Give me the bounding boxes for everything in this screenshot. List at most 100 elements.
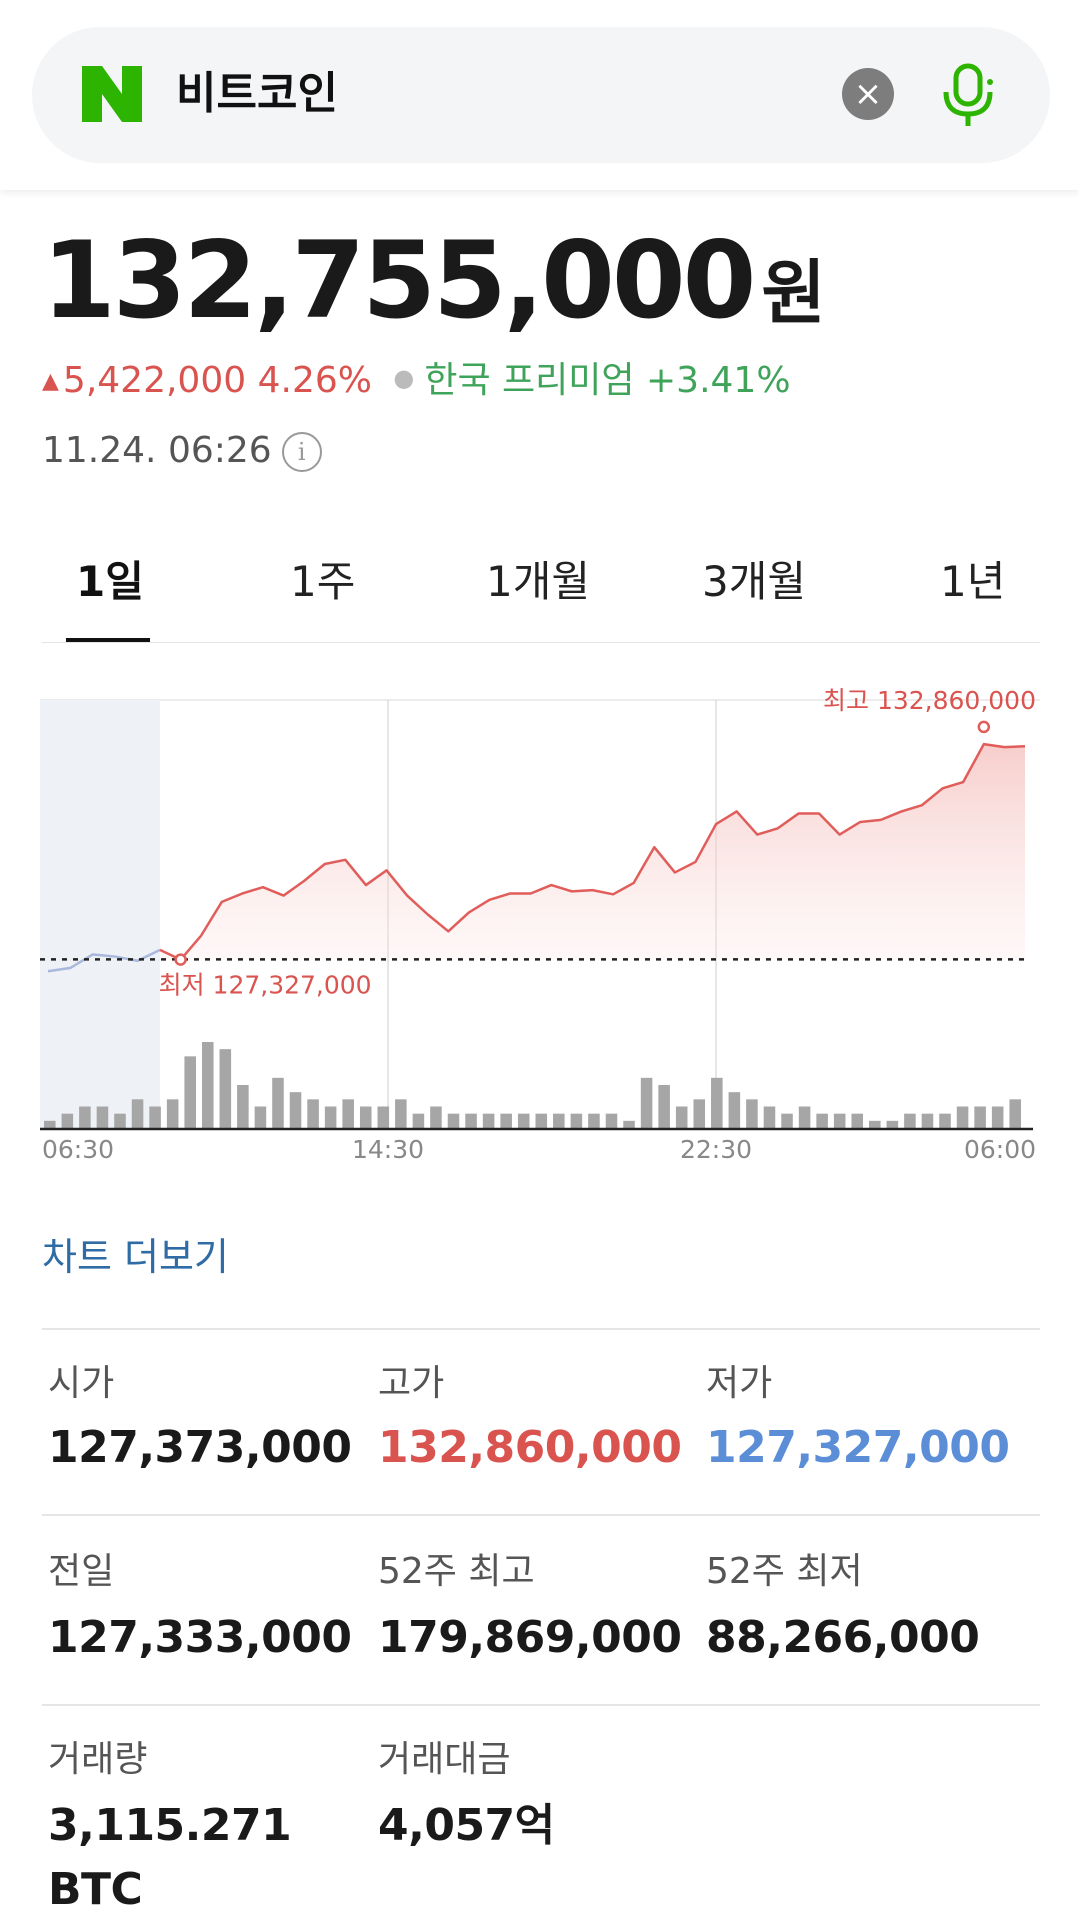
volume-bar — [430, 1106, 442, 1128]
period-tabs: 1일 1주 1개월 3개월 1년 — [42, 548, 1040, 643]
separator-dot: ● — [393, 364, 415, 392]
stat-label-prev-close: 전일 — [48, 1551, 115, 1592]
price-change-row: ▲ 5,422,000 4.26% ● 한국 프리미엄 +3.41% — [42, 356, 791, 404]
volume-bar — [237, 1085, 249, 1128]
volume-bar — [886, 1120, 899, 1128]
stat-label-52w-high: 52주 최고 — [378, 1551, 535, 1592]
tab-1year[interactable]: 1년 — [940, 557, 1006, 606]
volume-bar — [324, 1106, 337, 1128]
volume-bar — [447, 1113, 460, 1128]
volume-bar — [201, 1042, 214, 1128]
volume-bar — [570, 1113, 583, 1128]
active-tab-indicator — [66, 638, 150, 642]
divider — [42, 1328, 1040, 1330]
price-area — [160, 744, 1025, 960]
volume-bar — [553, 1113, 565, 1128]
stat-value-prev-close: 127,333,000 — [48, 1612, 352, 1663]
volume-bar — [833, 1113, 846, 1128]
stat-value-52w-low: 88,266,000 — [706, 1612, 980, 1663]
volume-bar — [939, 1113, 951, 1128]
volume-bar — [307, 1099, 319, 1128]
volume-bar — [746, 1099, 758, 1128]
volume-bar — [605, 1113, 618, 1128]
x-tick-label: 14:30 — [352, 1135, 424, 1164]
change-amount: 5,422,000 — [62, 360, 247, 401]
volume-bar — [272, 1077, 284, 1128]
info-icon[interactable]: i — [281, 432, 322, 472]
volume-bar — [412, 1113, 425, 1128]
volume-bar — [254, 1106, 267, 1128]
stat-value-52w-high: 179,869,000 — [378, 1612, 682, 1663]
price-chart[interactable]: 최저 127,327,000 최고 132,860,000 06:30 14:30 22… — [40, 686, 1040, 1166]
volume-bar — [711, 1077, 723, 1128]
stat-label-trade-value: 거래대금 — [378, 1739, 511, 1780]
volume-bar — [149, 1106, 161, 1128]
price-line — [159, 742, 1026, 961]
stat-label-low: 저가 — [706, 1363, 773, 1404]
volume-bar — [395, 1099, 407, 1128]
volume-bar — [342, 1099, 354, 1128]
premium-label[interactable]: 한국 프리미엄 — [424, 360, 635, 401]
volume-bar — [79, 1106, 91, 1128]
low-marker — [174, 953, 187, 966]
current-price: 132,755,000 원 — [42, 219, 826, 342]
volume-bar — [131, 1099, 144, 1128]
microphone-icon[interactable] — [938, 62, 998, 128]
volume-bar — [869, 1120, 881, 1128]
volume-bar — [956, 1106, 969, 1128]
clear-icon[interactable]: × — [842, 68, 894, 120]
volume-bar — [219, 1049, 232, 1128]
more-chart-link[interactable]: 차트 더보기 — [42, 1235, 229, 1279]
divider — [42, 1704, 1040, 1706]
volume-bar — [500, 1113, 512, 1128]
volume-bar — [289, 1092, 302, 1128]
volume-bar — [798, 1106, 811, 1128]
volume-bar — [904, 1113, 916, 1128]
tab-3months[interactable]: 3개월 — [702, 557, 807, 606]
divider — [42, 1514, 1040, 1516]
naver-logo-icon[interactable] — [82, 66, 142, 122]
stat-value-volume-unit: BTC — [48, 1864, 143, 1915]
high-marker — [977, 720, 991, 734]
stat-label-open: 시가 — [48, 1363, 115, 1404]
volume-bar — [851, 1113, 864, 1128]
low-label: 최저 127,327,000 — [159, 971, 372, 1000]
tab-1month[interactable]: 1개월 — [486, 557, 591, 606]
volume-bar — [166, 1099, 179, 1128]
tab-1day[interactable]: 1일 — [76, 557, 144, 606]
search-input[interactable]: 비트코인 — [176, 68, 338, 119]
volume-bar — [781, 1113, 793, 1128]
stat-value-low: 127,327,000 — [706, 1422, 1010, 1473]
volume-bar — [465, 1113, 477, 1128]
premium-value[interactable]: +3.41% — [646, 360, 791, 401]
volume-bar — [921, 1113, 934, 1128]
volume-bar — [377, 1106, 390, 1128]
up-triangle-icon: ▲ — [42, 369, 59, 394]
stat-value-volume: 3,115.271 — [48, 1800, 292, 1851]
volume-bar — [482, 1113, 495, 1128]
volume-bar — [61, 1113, 74, 1128]
price-timestamp: 11.24. 06:26 i — [42, 428, 322, 474]
volume-bar — [991, 1106, 1004, 1128]
change-percent: 4.26% — [257, 360, 372, 401]
volume-bar — [1009, 1099, 1021, 1128]
stat-value-high: 132,860,000 — [378, 1422, 682, 1473]
volume-bar — [763, 1106, 776, 1128]
volume-bar — [623, 1120, 635, 1128]
volume-bar — [816, 1113, 828, 1128]
stat-label-volume: 거래량 — [48, 1739, 148, 1780]
volume-bar — [728, 1092, 741, 1128]
volume-bar — [974, 1106, 986, 1128]
volume-bar — [44, 1120, 56, 1128]
search-header: 비트코인 × — [0, 0, 1079, 190]
stat-value-open: 127,373,000 — [48, 1422, 352, 1473]
tab-1week[interactable]: 1주 — [290, 557, 356, 606]
volume-bar — [535, 1113, 548, 1128]
stat-label-high: 고가 — [378, 1363, 445, 1404]
volume-bar — [675, 1106, 688, 1128]
volume-bar — [588, 1113, 600, 1128]
x-tick-label: 06:30 — [42, 1135, 114, 1164]
volume-bar — [184, 1056, 196, 1128]
stat-label-52w-low: 52주 최저 — [706, 1551, 863, 1592]
volume-bar — [693, 1099, 706, 1128]
